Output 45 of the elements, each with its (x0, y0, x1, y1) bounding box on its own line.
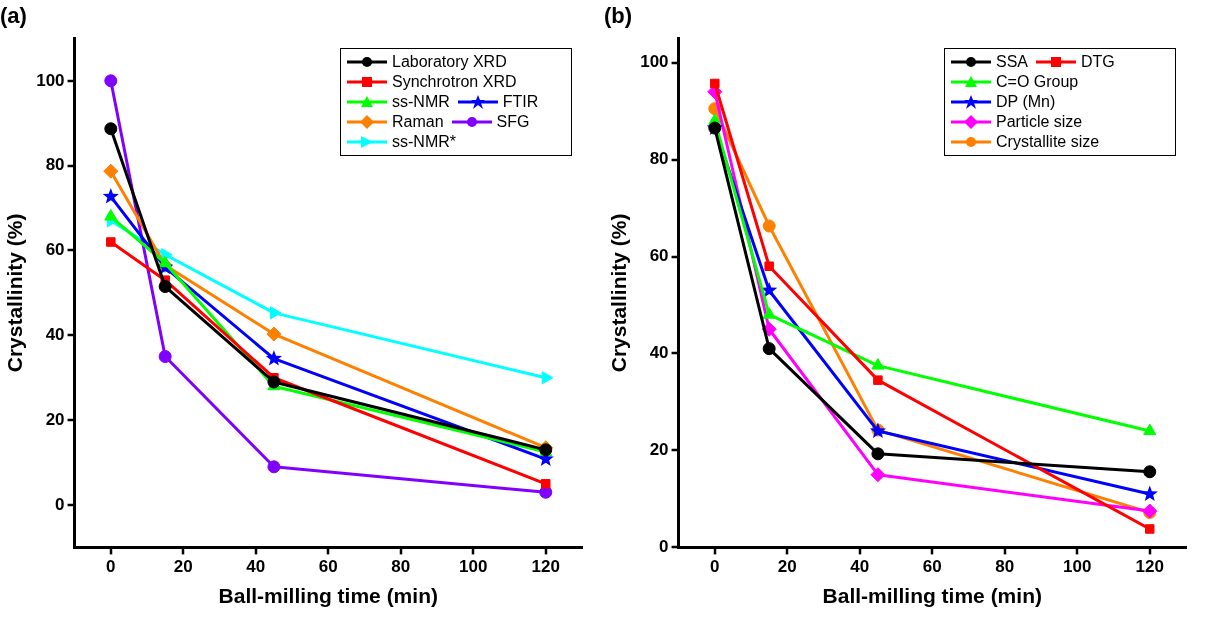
x-axis-title: Ball-milling time (min) (218, 584, 438, 608)
y-tick-label: 0 (55, 494, 65, 514)
y-tick-label: 60 (45, 240, 65, 260)
legend-label: SSA (996, 53, 1029, 72)
legend-label: Particle size (996, 113, 1083, 132)
x-tick-label: 20 (777, 557, 797, 577)
y-axis-title: Crystallinity (%) (3, 213, 27, 373)
x-tick-label: 100 (1063, 557, 1092, 577)
x-tick-label: 100 (459, 557, 488, 577)
y-tick-label: 20 (649, 440, 669, 460)
x-tick-label: 20 (173, 557, 193, 577)
legend-label: Synchrotron XRD (392, 73, 517, 92)
legend-label: ss-NMR* (392, 133, 456, 152)
legend-label: SFG (496, 113, 530, 132)
y-tick-label: 80 (45, 155, 65, 175)
legend-label: DTG (1081, 53, 1115, 72)
y-tick-label: 20 (45, 409, 65, 429)
x-tick-label: 40 (850, 557, 870, 577)
y-tick-label: 40 (45, 325, 65, 344)
x-tick-label: 0 (106, 557, 116, 577)
y-axis-title: Crystallinity (%) (607, 213, 631, 373)
y-tick-label: 60 (649, 246, 669, 266)
chart-title: (b) (604, 3, 633, 29)
y-tick-label: 0 (659, 537, 669, 557)
y-tick-label: 80 (649, 149, 669, 169)
x-tick-label: 80 (995, 557, 1015, 577)
chart-title: (a) (0, 3, 27, 29)
legend-label: Crystallite size (996, 133, 1100, 152)
legend-label: DP (Mn) (996, 93, 1056, 112)
y-tick-label: 100 (640, 52, 669, 72)
x-tick-label: 120 (531, 557, 560, 577)
y-tick-label: 100 (36, 70, 65, 90)
x-tick-label: 60 (318, 557, 338, 577)
x-tick-label: 80 (391, 557, 411, 577)
legend-label: C=O Group (996, 73, 1079, 92)
y-tick-label: 40 (649, 343, 669, 363)
legend-label: FTIR (502, 93, 539, 112)
legend-label: ss-NMR (392, 93, 450, 112)
x-tick-label: 0 (710, 557, 720, 577)
legend-label: Laboratory XRD (392, 53, 507, 72)
x-tick-label: 40 (246, 557, 266, 577)
legend-label: Raman (392, 113, 444, 132)
x-tick-label: 120 (1135, 557, 1164, 577)
x-tick-label: 60 (922, 557, 942, 577)
x-axis-title: Ball-milling time (min) (822, 584, 1042, 608)
